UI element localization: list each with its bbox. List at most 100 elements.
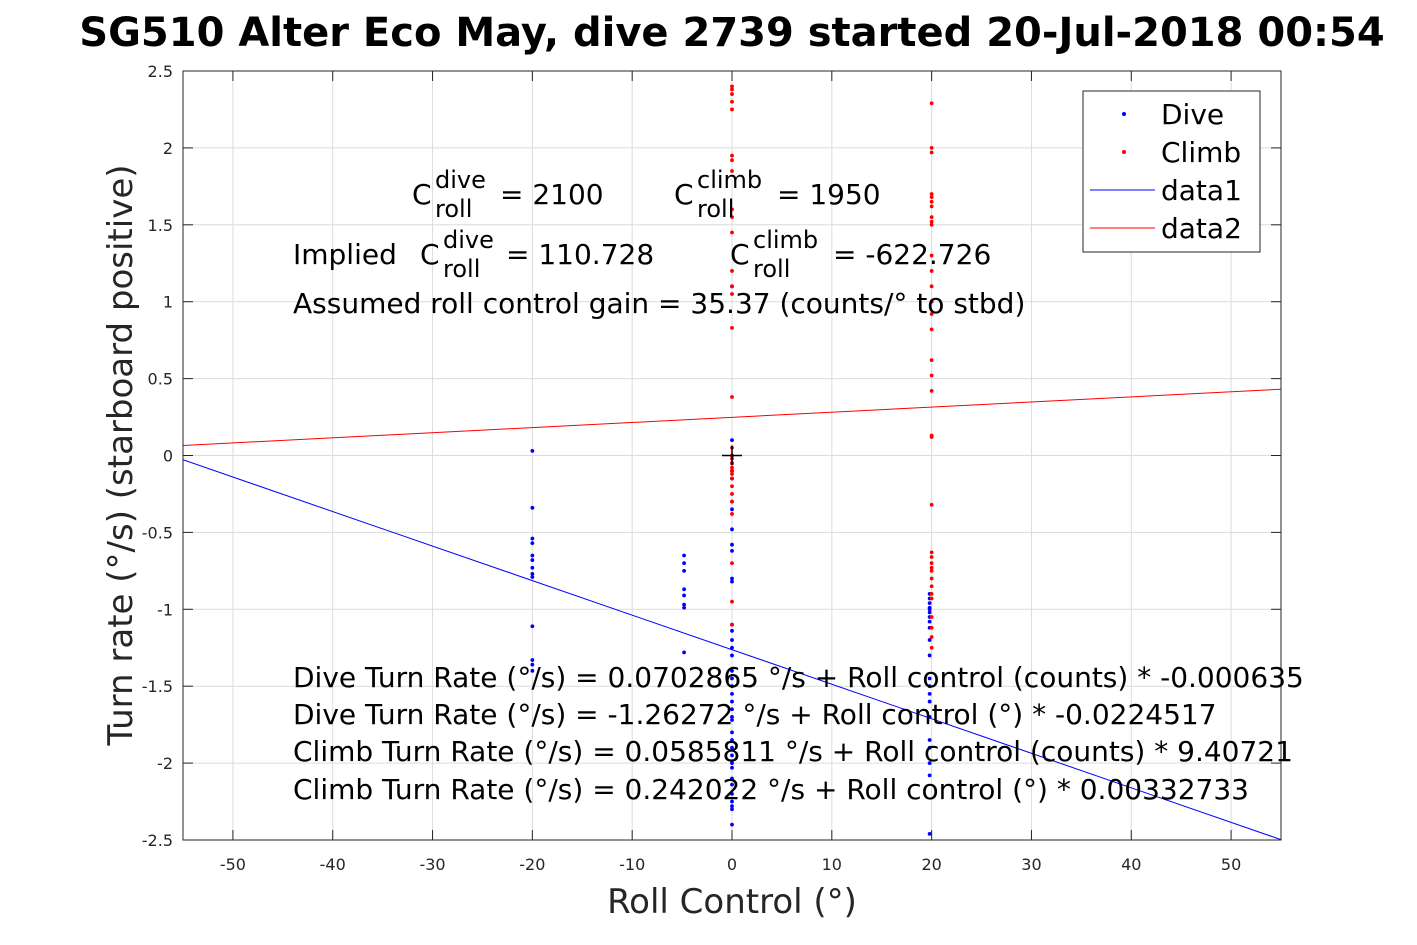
c-roll-dive-base: C [412, 178, 432, 211]
climb-point [929, 565, 934, 570]
climb-point [929, 373, 934, 378]
dive-point [730, 730, 734, 735]
climb-point [929, 215, 934, 220]
fit-equation-climb-counts: Climb Turn Rate (°/s) = 0.0585811 °/s + … [293, 735, 1293, 768]
dive-point [730, 507, 734, 512]
dive-point [530, 536, 535, 541]
dive-point [682, 650, 686, 655]
x-tick-label: 30 [1021, 855, 1041, 874]
climb-point [929, 199, 934, 204]
fit-line-data1 [183, 459, 1281, 840]
x-tick-label: 20 [921, 855, 941, 874]
dive-point [730, 668, 734, 673]
dive-point [530, 658, 535, 662]
climb-point [730, 395, 734, 399]
climb-point [929, 222, 934, 227]
fit-equation-dive-degrees: Dive Turn Rate (°/s) = -1.26272 °/s + Ro… [293, 698, 1217, 731]
climb-point [929, 435, 934, 439]
climb-point [730, 99, 734, 104]
dive-point [730, 579, 734, 584]
dive-point [730, 718, 734, 722]
dive-point [927, 699, 932, 704]
climb-point [730, 92, 734, 96]
dive-point [927, 761, 932, 765]
dive-point [682, 587, 686, 592]
implied-climb-base: C [730, 238, 750, 271]
dive-point [730, 707, 734, 712]
climb-point [730, 599, 734, 604]
y-tick-label: 0 [163, 447, 173, 466]
dive-point [927, 691, 932, 696]
x-tick-label: 0 [727, 855, 737, 874]
dive-point [927, 610, 932, 615]
climb-point [929, 592, 934, 596]
climb-point [929, 269, 934, 273]
climb-point [929, 150, 934, 155]
climb-point [929, 615, 934, 619]
climb-point [730, 158, 734, 163]
implied-annotation: Implied C dive roll = 110.728 C climb ro… [293, 226, 991, 283]
dive-point [730, 628, 734, 633]
climb-point [730, 622, 734, 627]
dive-point [730, 761, 734, 765]
climb-point [929, 219, 934, 224]
x-tick-label: 50 [1221, 855, 1241, 874]
dive-point [730, 638, 734, 642]
dive-point [730, 684, 734, 689]
implied-dive-base: C [420, 238, 440, 271]
fit-line-data2 [183, 388, 1281, 447]
climb-point [929, 195, 934, 200]
y-tick-label: -2.5 [142, 831, 173, 850]
c-roll-climb-annotation: C climb roll = 1950 [674, 166, 881, 223]
implied-climb-sub: roll [753, 255, 790, 283]
c-roll-climb-sub: roll [697, 195, 734, 223]
climb-point [730, 499, 734, 504]
climb-point [730, 561, 734, 566]
dive-point [682, 602, 686, 607]
climb-point [730, 284, 734, 289]
y-tick-label: -2 [157, 754, 173, 773]
dive-point [730, 653, 734, 658]
data-points [530, 84, 934, 836]
implied-dive-value: = 110.728 [506, 238, 654, 271]
fit-equation-dive-counts: Dive Turn Rate (°/s) = 0.0702865 °/s + R… [293, 661, 1304, 694]
dive-point [927, 831, 932, 836]
dive-point [530, 572, 535, 576]
dive-point [530, 668, 535, 673]
x-tick-label: -40 [320, 855, 346, 874]
climb-point [730, 292, 734, 296]
dive-point [530, 565, 535, 570]
dive-point [730, 676, 734, 681]
climb-point [730, 107, 734, 112]
y-tick-label: 2 [163, 139, 173, 158]
y-tick-label: 2.5 [148, 62, 173, 81]
dive-point [730, 738, 734, 742]
dive-point [927, 684, 932, 689]
climb-point [730, 87, 734, 92]
dive-point [730, 699, 734, 704]
climb-point [929, 284, 934, 289]
dive-point [730, 791, 734, 796]
dive-point [730, 645, 734, 650]
dive-point [730, 807, 734, 812]
dive-point [730, 715, 734, 719]
c-roll-dive-sub: roll [435, 195, 472, 223]
climb-point [730, 472, 734, 476]
climb-point [929, 358, 934, 363]
dive-point [927, 745, 932, 750]
climb-point [929, 555, 934, 559]
climb-point [929, 101, 934, 106]
dive-point [730, 576, 734, 581]
dive-point [530, 662, 535, 667]
dive-point [682, 553, 686, 558]
dive-point [730, 822, 734, 827]
c-roll-climb-sup: climb [697, 166, 762, 194]
climb-point [929, 625, 934, 630]
dive-point [927, 601, 932, 606]
c-roll-dive-value: = 2100 [500, 178, 604, 211]
c-roll-dive-annotation: C dive roll = 2100 [412, 166, 604, 223]
dive-point [927, 738, 932, 742]
climb-point [929, 299, 934, 304]
origin-marker [722, 445, 742, 466]
x-ticks: -50 -40 -30 -20 -10 0 10 20 30 40 50 [220, 71, 1241, 874]
